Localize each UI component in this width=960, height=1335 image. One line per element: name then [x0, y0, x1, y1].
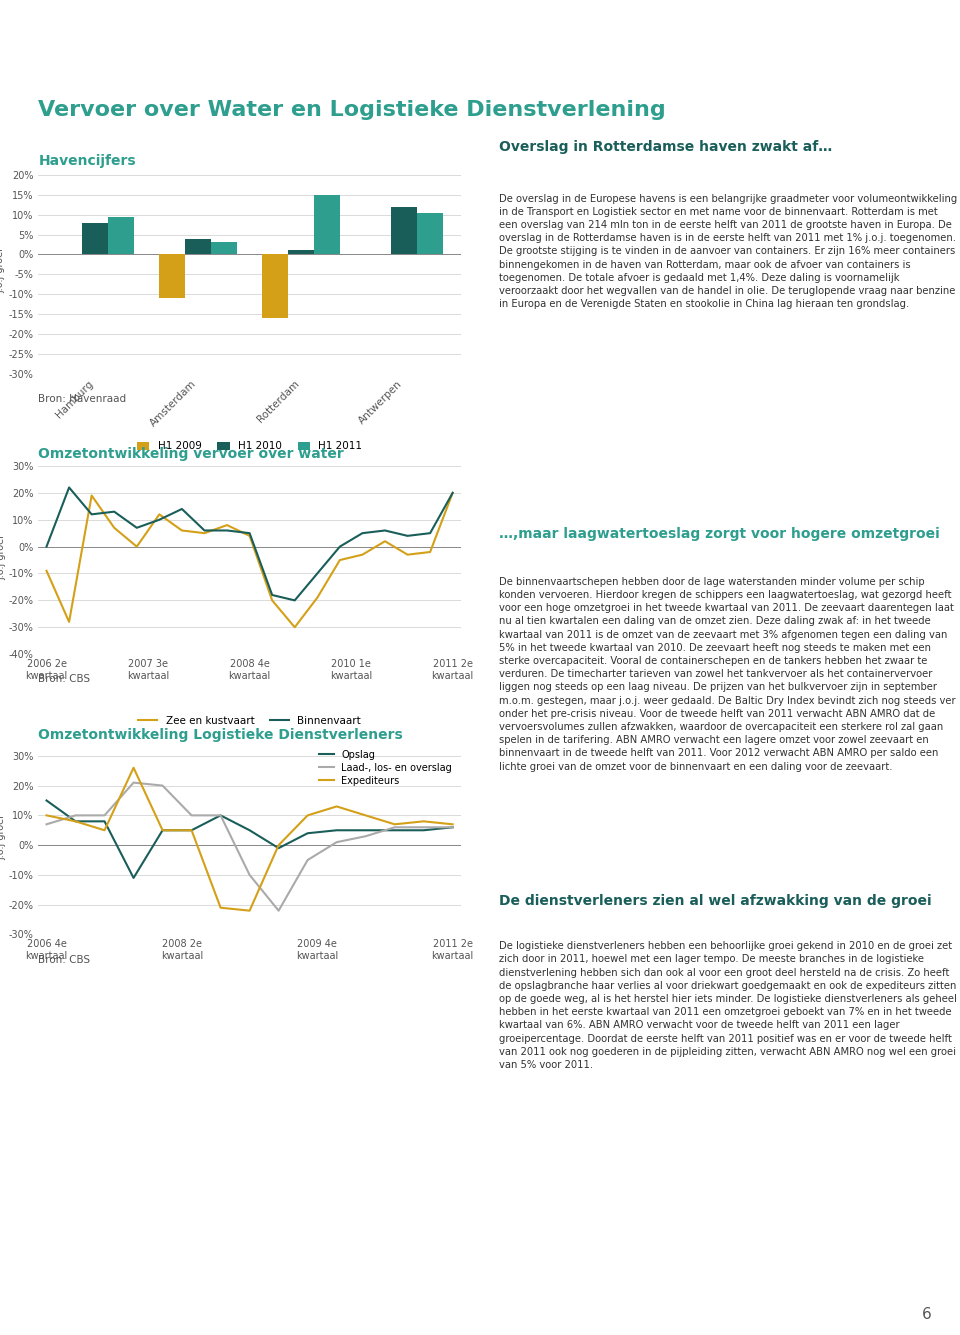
Text: Bron: CBS: Bron: CBS	[38, 674, 90, 684]
Text: Omzetontwikkeling Logistieke Dienstverleners: Omzetontwikkeling Logistieke Dienstverle…	[38, 728, 403, 741]
Y-axis label: j.o.j groei: j.o.j groei	[0, 248, 6, 292]
Bar	[314, 195, 340, 255]
Text: 6  ›  Sector Monitor – Transport & Logistiek: 6 › Sector Monitor – Transport & Logisti…	[38, 23, 366, 37]
Bar	[83, 223, 108, 255]
Text: Havencijfers: Havencijfers	[38, 154, 136, 167]
Legend: Zee en kustvaart, Binnenvaart: Zee en kustvaart, Binnenvaart	[134, 712, 365, 730]
Bar	[288, 251, 314, 255]
Text: De binnenvaartschepen hebben door de lage waterstanden minder volume per schip k: De binnenvaartschepen hebben door de lag…	[499, 577, 956, 772]
Bar	[211, 243, 237, 255]
Y-axis label: j.o.j groei: j.o.j groei	[0, 816, 6, 860]
Text: Bron: Havenraad: Bron: Havenraad	[38, 394, 127, 403]
Bar	[392, 207, 417, 255]
Legend: Opslag, Laad-, los- en overslag, Expediteurs: Opslag, Laad-, los- en overslag, Expedit…	[315, 746, 456, 789]
Bar	[159, 255, 185, 298]
Text: Omzetontwikkeling vervoer over water: Omzetontwikkeling vervoer over water	[38, 447, 344, 461]
Legend: H1 2009, H1 2010, H1 2011: H1 2009, H1 2010, H1 2011	[132, 437, 367, 455]
Text: …,maar laagwatertoeslag zorgt voor hogere omzetgroei: …,maar laagwatertoeslag zorgt voor hoger…	[499, 527, 940, 541]
Text: Vervoer over Water en Logistieke Dienstverlening: Vervoer over Water en Logistieke Dienstv…	[38, 100, 666, 120]
Y-axis label: j.o.j groei: j.o.j groei	[0, 535, 6, 579]
Text: De dienstverleners zien al wel afzwakking van de groei: De dienstverleners zien al wel afzwakkin…	[499, 894, 932, 908]
Text: Overslag in Rotterdamse haven zwakt af…: Overslag in Rotterdamse haven zwakt af…	[499, 140, 832, 154]
Bar	[262, 255, 288, 318]
Text: De overslag in de Europese havens is een belangrijke graadmeter voor volumeontwi: De overslag in de Europese havens is een…	[499, 194, 957, 310]
Text: 6: 6	[922, 1307, 931, 1322]
Text: De logistieke dienstverleners hebben een behoorlijke groei gekend in 2010 en de : De logistieke dienstverleners hebben een…	[499, 941, 957, 1069]
Bar	[185, 239, 211, 255]
Bar	[417, 212, 443, 255]
Bar	[108, 216, 133, 255]
Text: Bron: CBS: Bron: CBS	[38, 955, 90, 964]
